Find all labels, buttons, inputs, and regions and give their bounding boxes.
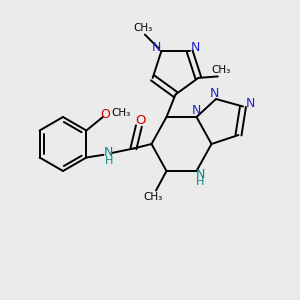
Text: CH₃: CH₃	[211, 65, 230, 75]
Text: CH₃: CH₃	[112, 108, 131, 118]
Text: CH₃: CH₃	[134, 23, 153, 33]
Text: O: O	[100, 108, 110, 121]
Text: H: H	[196, 177, 204, 188]
Text: N: N	[103, 146, 113, 159]
Text: N: N	[195, 168, 205, 181]
Text: N: N	[192, 104, 201, 117]
Text: H: H	[104, 155, 113, 166]
Text: N: N	[210, 87, 219, 100]
Text: CH₃: CH₃	[143, 192, 163, 202]
Text: O: O	[135, 113, 146, 127]
Text: N: N	[246, 97, 255, 110]
Text: N: N	[190, 41, 200, 54]
Text: N: N	[151, 41, 161, 54]
